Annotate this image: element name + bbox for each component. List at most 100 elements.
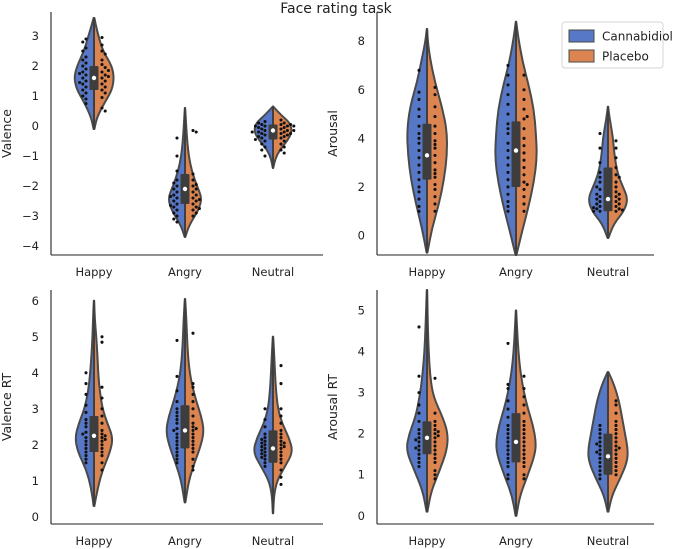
y-axis-label: Valence RT <box>0 373 14 442</box>
data-point-cannabidiol <box>84 410 88 414</box>
data-point-cannabidiol <box>169 194 173 199</box>
data-point-placebo <box>191 425 195 429</box>
data-point-placebo <box>522 144 526 148</box>
violin-half-placebo <box>515 309 537 517</box>
data-point-cannabidiol <box>506 163 510 167</box>
y-axis-label: Arousal <box>325 110 340 157</box>
data-point-placebo <box>522 477 526 481</box>
data-point-placebo <box>614 185 618 189</box>
violin-half-cannabidiol <box>495 309 517 517</box>
data-point-cannabidiol <box>417 391 421 395</box>
data-point-placebo <box>614 411 618 415</box>
data-point-placebo <box>279 446 283 450</box>
data-point-cannabidiol <box>175 214 179 218</box>
data-point-placebo <box>614 456 618 460</box>
data-point-cannabidiol <box>417 403 421 407</box>
data-point-cannabidiol <box>175 154 179 158</box>
data-point-placebo <box>614 448 618 452</box>
data-point-placebo <box>522 452 526 456</box>
data-point-cannabidiol <box>592 206 596 210</box>
panels-group: −4 −3 −2 −1 0 1 2 3 Valence Happy Angry Neutral 0 2 4 6… <box>0 12 654 548</box>
data-point-cannabidiol <box>598 195 602 199</box>
data-point-cannabidiol <box>175 432 179 436</box>
y-tick-label: 2 <box>358 180 365 194</box>
data-point-placebo <box>191 128 195 133</box>
data-point-placebo <box>436 430 440 434</box>
data-point-placebo <box>614 190 618 194</box>
data-point-placebo <box>433 444 437 448</box>
y-tick-label: −2 <box>22 179 39 193</box>
data-point-placebo <box>433 195 437 199</box>
data-point-cannabidiol <box>172 205 176 209</box>
data-point-cannabidiol <box>506 127 510 131</box>
data-point-placebo <box>103 437 107 441</box>
data-point-placebo <box>100 49 104 53</box>
data-point-placebo <box>522 473 526 477</box>
y-tick-label: 0 <box>32 119 39 133</box>
data-point-placebo <box>279 443 283 447</box>
violin-happy <box>73 17 115 130</box>
data-point-placebo <box>194 199 198 203</box>
data-point-placebo <box>279 118 283 122</box>
data-point-placebo <box>522 127 526 131</box>
data-point-placebo <box>103 109 107 113</box>
data-point-cannabidiol <box>595 202 599 206</box>
data-point-cannabidiol <box>253 124 257 128</box>
data-point-cannabidiol <box>260 122 264 127</box>
legend-swatch-placebo <box>568 49 595 63</box>
data-point-placebo <box>433 172 437 176</box>
data-point-placebo <box>433 432 437 436</box>
violin-half-placebo <box>426 289 449 513</box>
data-point-cannabidiol <box>263 145 267 149</box>
x-tick-label: Happy <box>75 534 112 548</box>
data-point-cannabidiol <box>84 421 88 425</box>
data-point-placebo <box>522 403 526 407</box>
x-tick-label: Angry <box>168 265 202 279</box>
data-point-cannabidiol <box>417 141 421 145</box>
data-point-cannabidiol <box>81 76 85 80</box>
y-tick-label: −1 <box>22 149 39 163</box>
data-point-cannabidiol <box>598 161 602 165</box>
data-point-cannabidiol <box>417 419 421 423</box>
data-point-placebo <box>279 414 283 418</box>
data-point-placebo <box>522 180 526 184</box>
data-point-cannabidiol <box>84 91 88 95</box>
data-point-cannabidiol <box>263 461 267 465</box>
data-point-placebo <box>100 385 104 389</box>
data-point-placebo <box>279 142 283 146</box>
data-point-cannabidiol <box>417 325 421 329</box>
violin-half-cannabidiol <box>406 289 428 513</box>
y-tick-label: 5 <box>358 304 365 318</box>
data-point-cannabidiol <box>598 444 602 448</box>
median-dot <box>513 148 519 153</box>
violin-half-placebo <box>515 20 538 256</box>
iqr-box <box>511 413 521 463</box>
data-point-placebo <box>100 35 104 40</box>
data-point-placebo <box>614 452 618 456</box>
data-point-cannabidiol <box>263 128 267 133</box>
data-point-placebo <box>433 139 437 143</box>
data-point-cannabidiol <box>175 446 179 450</box>
data-point-cannabidiol <box>260 142 264 146</box>
data-point-cannabidiol <box>598 432 602 436</box>
data-point-placebo <box>614 146 618 150</box>
panel-valence-rt: 0 1 2 3 4 5 6 Valence RT Happy Angry Neutral <box>0 290 323 548</box>
data-point-cannabidiol <box>417 124 421 128</box>
data-point-cannabidiol <box>263 454 267 458</box>
y-tick-label: 4 <box>358 131 365 145</box>
data-point-placebo <box>279 131 283 136</box>
data-point-cannabidiol <box>417 444 421 448</box>
data-point-cannabidiol <box>257 134 261 139</box>
data-point-placebo <box>522 395 526 399</box>
data-point-cannabidiol <box>81 40 85 44</box>
data-point-cannabidiol <box>84 46 88 50</box>
data-point-cannabidiol <box>506 209 510 213</box>
data-point-placebo <box>522 209 526 213</box>
data-point-cannabidiol <box>84 450 88 454</box>
data-point-placebo <box>191 464 195 468</box>
data-point-cannabidiol <box>175 450 179 454</box>
data-point-placebo <box>191 392 195 396</box>
data-point-cannabidiol <box>175 407 179 411</box>
data-point-placebo <box>279 421 283 425</box>
data-point-cannabidiol <box>260 127 264 131</box>
